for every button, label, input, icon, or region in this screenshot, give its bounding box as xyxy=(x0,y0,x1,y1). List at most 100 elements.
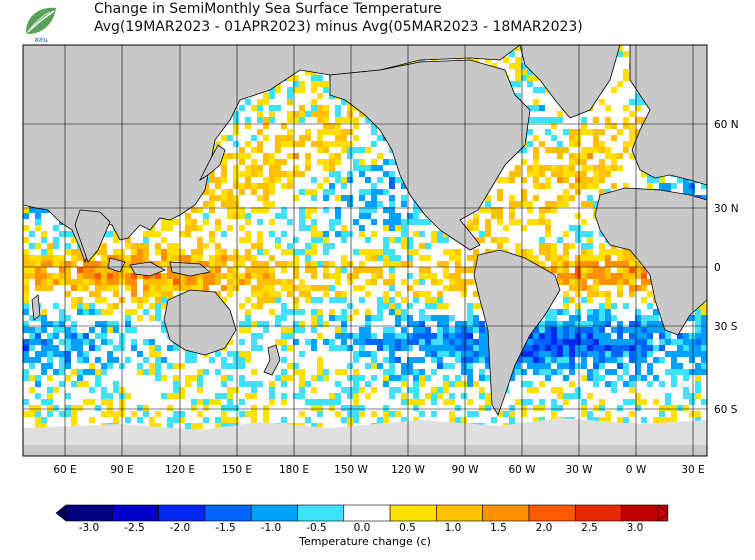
anomaly-cell xyxy=(23,267,29,273)
anomaly-cell xyxy=(269,393,275,399)
anomaly-cell xyxy=(437,261,443,267)
anomaly-cell xyxy=(587,387,593,393)
anomaly-cell xyxy=(281,261,287,267)
anomaly-cell xyxy=(347,111,353,117)
anomaly-cell xyxy=(263,117,269,123)
anomaly-cell xyxy=(581,201,587,207)
anomaly-cell xyxy=(623,141,629,147)
anomaly-cell xyxy=(341,351,347,357)
anomaly-cell xyxy=(263,135,269,141)
anomaly-cell xyxy=(569,261,575,267)
anomaly-cell xyxy=(677,351,683,357)
anomaly-cell xyxy=(479,321,485,327)
anomaly-cell xyxy=(701,309,707,315)
anomaly-cell xyxy=(545,327,551,333)
anomaly-cell xyxy=(371,231,377,237)
anomaly-cell xyxy=(53,273,59,279)
anomaly-cell xyxy=(71,255,77,261)
anomaly-cell xyxy=(569,171,575,177)
anomaly-cell xyxy=(533,195,539,201)
anomaly-cell xyxy=(47,255,53,261)
anomaly-cell xyxy=(89,255,95,261)
anomaly-cell xyxy=(335,291,341,297)
anomaly-cell xyxy=(35,279,41,285)
anomaly-cell xyxy=(149,417,155,423)
anomaly-cell xyxy=(449,411,455,417)
anomaly-cell xyxy=(353,237,359,243)
anomaly-cell xyxy=(563,249,569,255)
anomaly-cell xyxy=(635,291,641,297)
anomaly-cell xyxy=(689,381,695,387)
anomaly-cell xyxy=(575,351,581,357)
anomaly-cell xyxy=(185,351,191,357)
anomaly-cell xyxy=(245,357,251,363)
anomaly-cell xyxy=(107,405,113,411)
anomaly-cell xyxy=(419,339,425,345)
anomaly-cell xyxy=(587,405,593,411)
anomaly-cell xyxy=(101,339,107,345)
anomaly-cell xyxy=(41,369,47,375)
anomaly-cell xyxy=(59,351,65,357)
anomaly-cell xyxy=(539,249,545,255)
anomaly-cell xyxy=(581,357,587,363)
anomaly-cell xyxy=(23,411,29,417)
anomaly-cell xyxy=(173,381,179,387)
anomaly-cell xyxy=(407,219,413,225)
anomaly-cell xyxy=(689,315,695,321)
anomaly-cell xyxy=(257,195,263,201)
anomaly-cell xyxy=(443,339,449,345)
anomaly-cell xyxy=(155,315,161,321)
anomaly-cell xyxy=(485,405,491,411)
anomaly-cell xyxy=(71,339,77,345)
anomaly-cell xyxy=(347,213,353,219)
anomaly-cell xyxy=(185,375,191,381)
anomaly-cell xyxy=(593,375,599,381)
anomaly-cell xyxy=(29,387,35,393)
anomaly-cell xyxy=(473,351,479,357)
anomaly-cell xyxy=(623,357,629,363)
anomaly-cell xyxy=(473,327,479,333)
anomaly-cell xyxy=(71,297,77,303)
anomaly-cell xyxy=(575,279,581,285)
anomaly-cell xyxy=(329,255,335,261)
anomaly-cell xyxy=(149,345,155,351)
anomaly-cell xyxy=(539,129,545,135)
anomaly-cell xyxy=(47,411,53,417)
anomaly-cell xyxy=(41,327,47,333)
anomaly-cell xyxy=(53,411,59,417)
anomaly-cell xyxy=(383,249,389,255)
anomaly-cell xyxy=(515,45,521,51)
anomaly-cell xyxy=(335,177,341,183)
anomaly-cell xyxy=(353,327,359,333)
anomaly-cell xyxy=(575,249,581,255)
anomaly-cell xyxy=(467,369,473,375)
anomaly-cell xyxy=(23,285,29,291)
anomaly-cell xyxy=(275,123,281,129)
anomaly-cell xyxy=(263,93,269,99)
anomaly-cell xyxy=(611,75,617,81)
anomaly-cell xyxy=(383,405,389,411)
anomaly-cell xyxy=(551,171,557,177)
anomaly-cell xyxy=(611,153,617,159)
anomaly-cell xyxy=(611,345,617,351)
anomaly-cell xyxy=(629,267,635,273)
anomaly-cell xyxy=(611,183,617,189)
anomaly-cell xyxy=(137,255,143,261)
anomaly-cell xyxy=(329,159,335,165)
anomaly-cell xyxy=(605,303,611,309)
anomaly-cell xyxy=(227,279,233,285)
anomaly-cell xyxy=(299,327,305,333)
anomaly-cell xyxy=(647,363,653,369)
anomaly-cell xyxy=(449,381,455,387)
anomaly-cell xyxy=(395,213,401,219)
anomaly-cell xyxy=(389,339,395,345)
anomaly-cell xyxy=(167,285,173,291)
anomaly-cell xyxy=(113,399,119,405)
anomaly-cell xyxy=(149,339,155,345)
anomaly-cell xyxy=(389,387,395,393)
anomaly-cell xyxy=(605,99,611,105)
anomaly-cell xyxy=(449,279,455,285)
anomaly-cell xyxy=(329,165,335,171)
anomaly-cell xyxy=(359,147,365,153)
anomaly-cell xyxy=(323,141,329,147)
